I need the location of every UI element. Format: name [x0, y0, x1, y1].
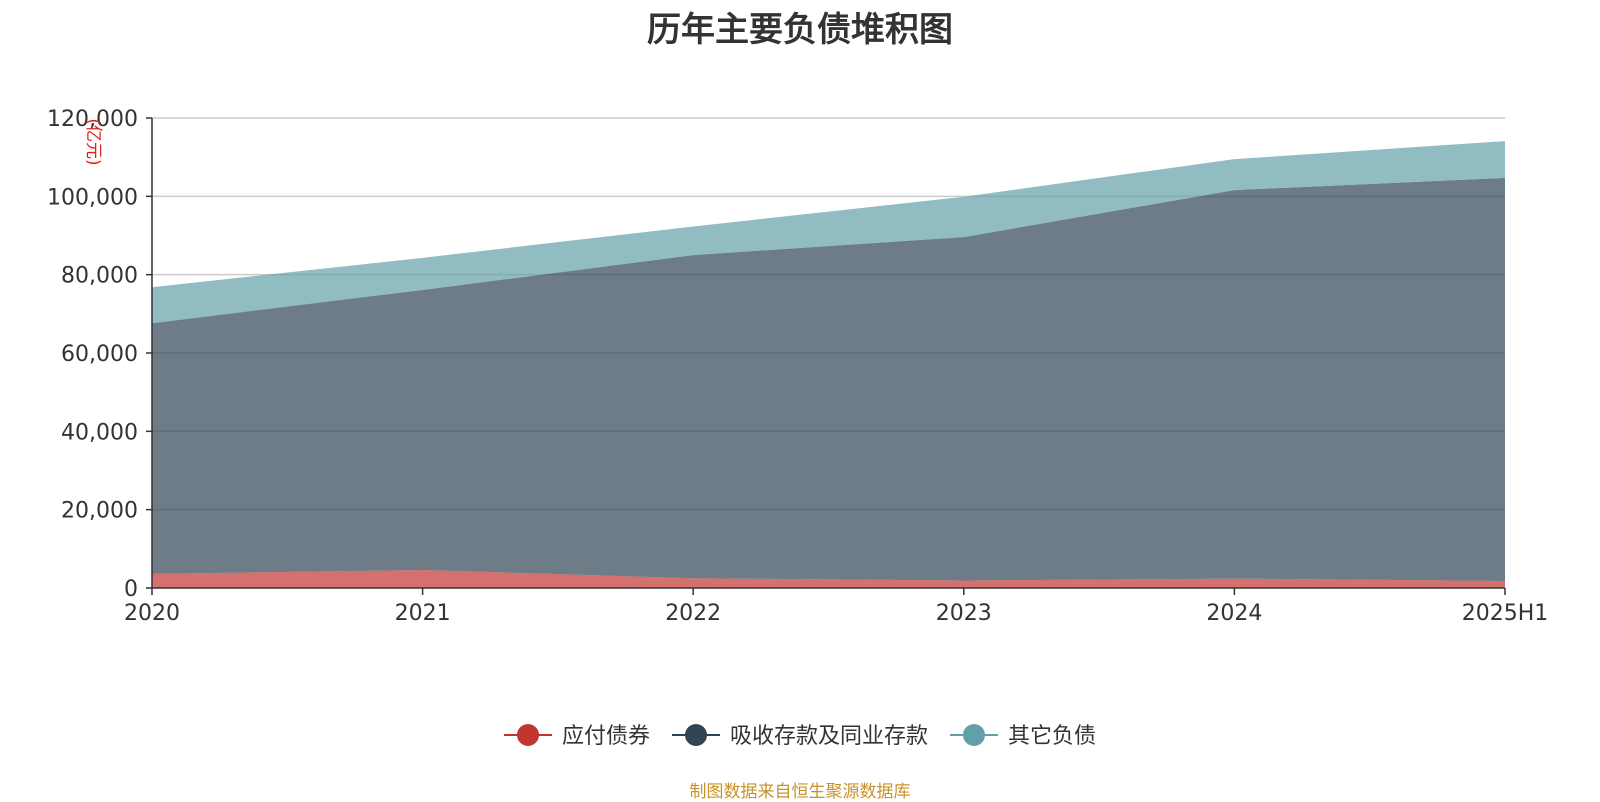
legend-label-0: 应付债券 [562, 724, 650, 749]
y-tick-label-4: 80,000 [61, 264, 138, 289]
x-tick-label-1: 2021 [395, 601, 451, 626]
y-axis-unit-label: (亿元) [83, 118, 103, 165]
legend-marker-2 [963, 724, 985, 746]
y-tick-label-6: 120,000 [47, 107, 138, 132]
area-series-0 [152, 569, 1505, 588]
legend-marker-1 [685, 724, 707, 746]
legend-label-1: 吸收存款及同业存款 [730, 724, 928, 749]
x-tick-label-3: 2023 [936, 601, 992, 626]
legend-marker-0 [517, 724, 539, 746]
legend-label-2: 其它负债 [1008, 724, 1096, 749]
x-tick-label-2: 2022 [665, 601, 721, 626]
y-tick-labels: 0 20,000 40,000 60,000 80,000 100,000 120,000 [47, 107, 152, 602]
y-tick-label-0: 0 [124, 577, 138, 602]
area-series-2 [152, 141, 1505, 324]
x-tick-label-0: 2020 [124, 601, 180, 626]
area-series [152, 141, 1505, 588]
area-series-1 [152, 177, 1505, 581]
x-tick-labels: 2020 2021 2022 2023 2024 2025H1 [124, 588, 1548, 626]
legend: 应付债券 吸收存款及同业存款 其它负债 [504, 724, 1096, 749]
y-tick-label-5: 100,000 [47, 185, 138, 210]
source-note: 制图数据来自恒生聚源数据库 [689, 782, 911, 802]
x-tick-label-4: 2024 [1206, 601, 1262, 626]
y-tick-label-1: 20,000 [61, 499, 138, 524]
y-tick-label-3: 60,000 [61, 342, 138, 367]
y-tick-label-2: 40,000 [61, 420, 138, 445]
x-tick-label-5: 2025H1 [1462, 601, 1549, 626]
chart-title: 历年主要负债堆积图 [647, 10, 953, 50]
